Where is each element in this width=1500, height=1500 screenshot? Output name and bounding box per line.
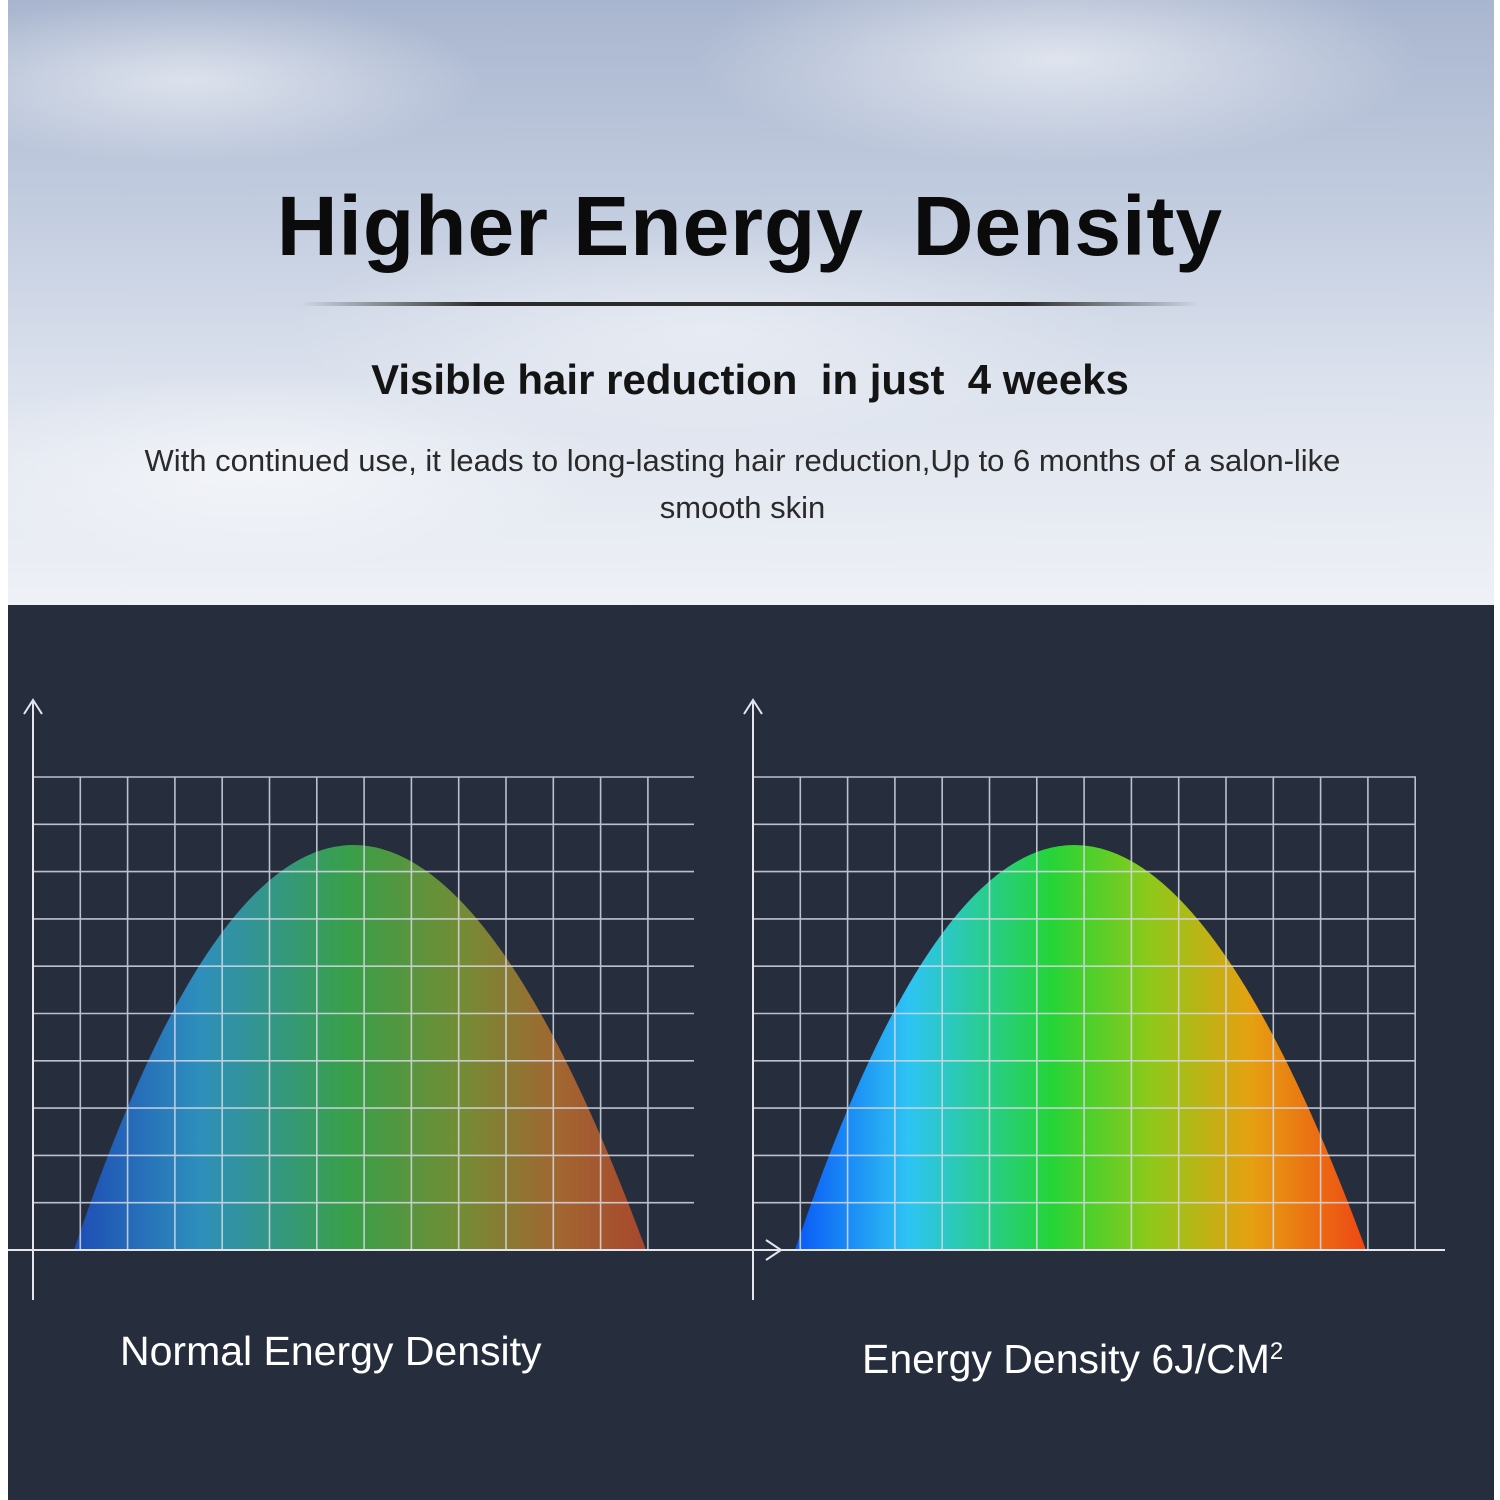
right-y-arrow-icon bbox=[743, 698, 763, 715]
left-chart bbox=[8, 698, 783, 1300]
right-chart bbox=[743, 698, 1445, 1300]
high-energy-label-text: Energy Density 6J/CM bbox=[862, 1336, 1270, 1382]
title-divider bbox=[300, 302, 1200, 306]
left-y-arrow-icon bbox=[23, 698, 43, 715]
high-energy-label: Energy Density 6J/CM2 bbox=[862, 1336, 1283, 1383]
subtitle: Visible hair reduction in just 4 weeks bbox=[371, 356, 1129, 403]
left-grid bbox=[32, 776, 694, 1251]
normal-energy-label: Normal Energy Density bbox=[120, 1328, 542, 1374]
unit-superscript: 2 bbox=[1269, 1338, 1284, 1365]
right-curve bbox=[795, 845, 1366, 1250]
page-title: Higher Energy Density bbox=[276, 179, 1224, 273]
left-curve bbox=[74, 845, 646, 1250]
description: With continued use, it leads to long-las… bbox=[144, 443, 1341, 525]
